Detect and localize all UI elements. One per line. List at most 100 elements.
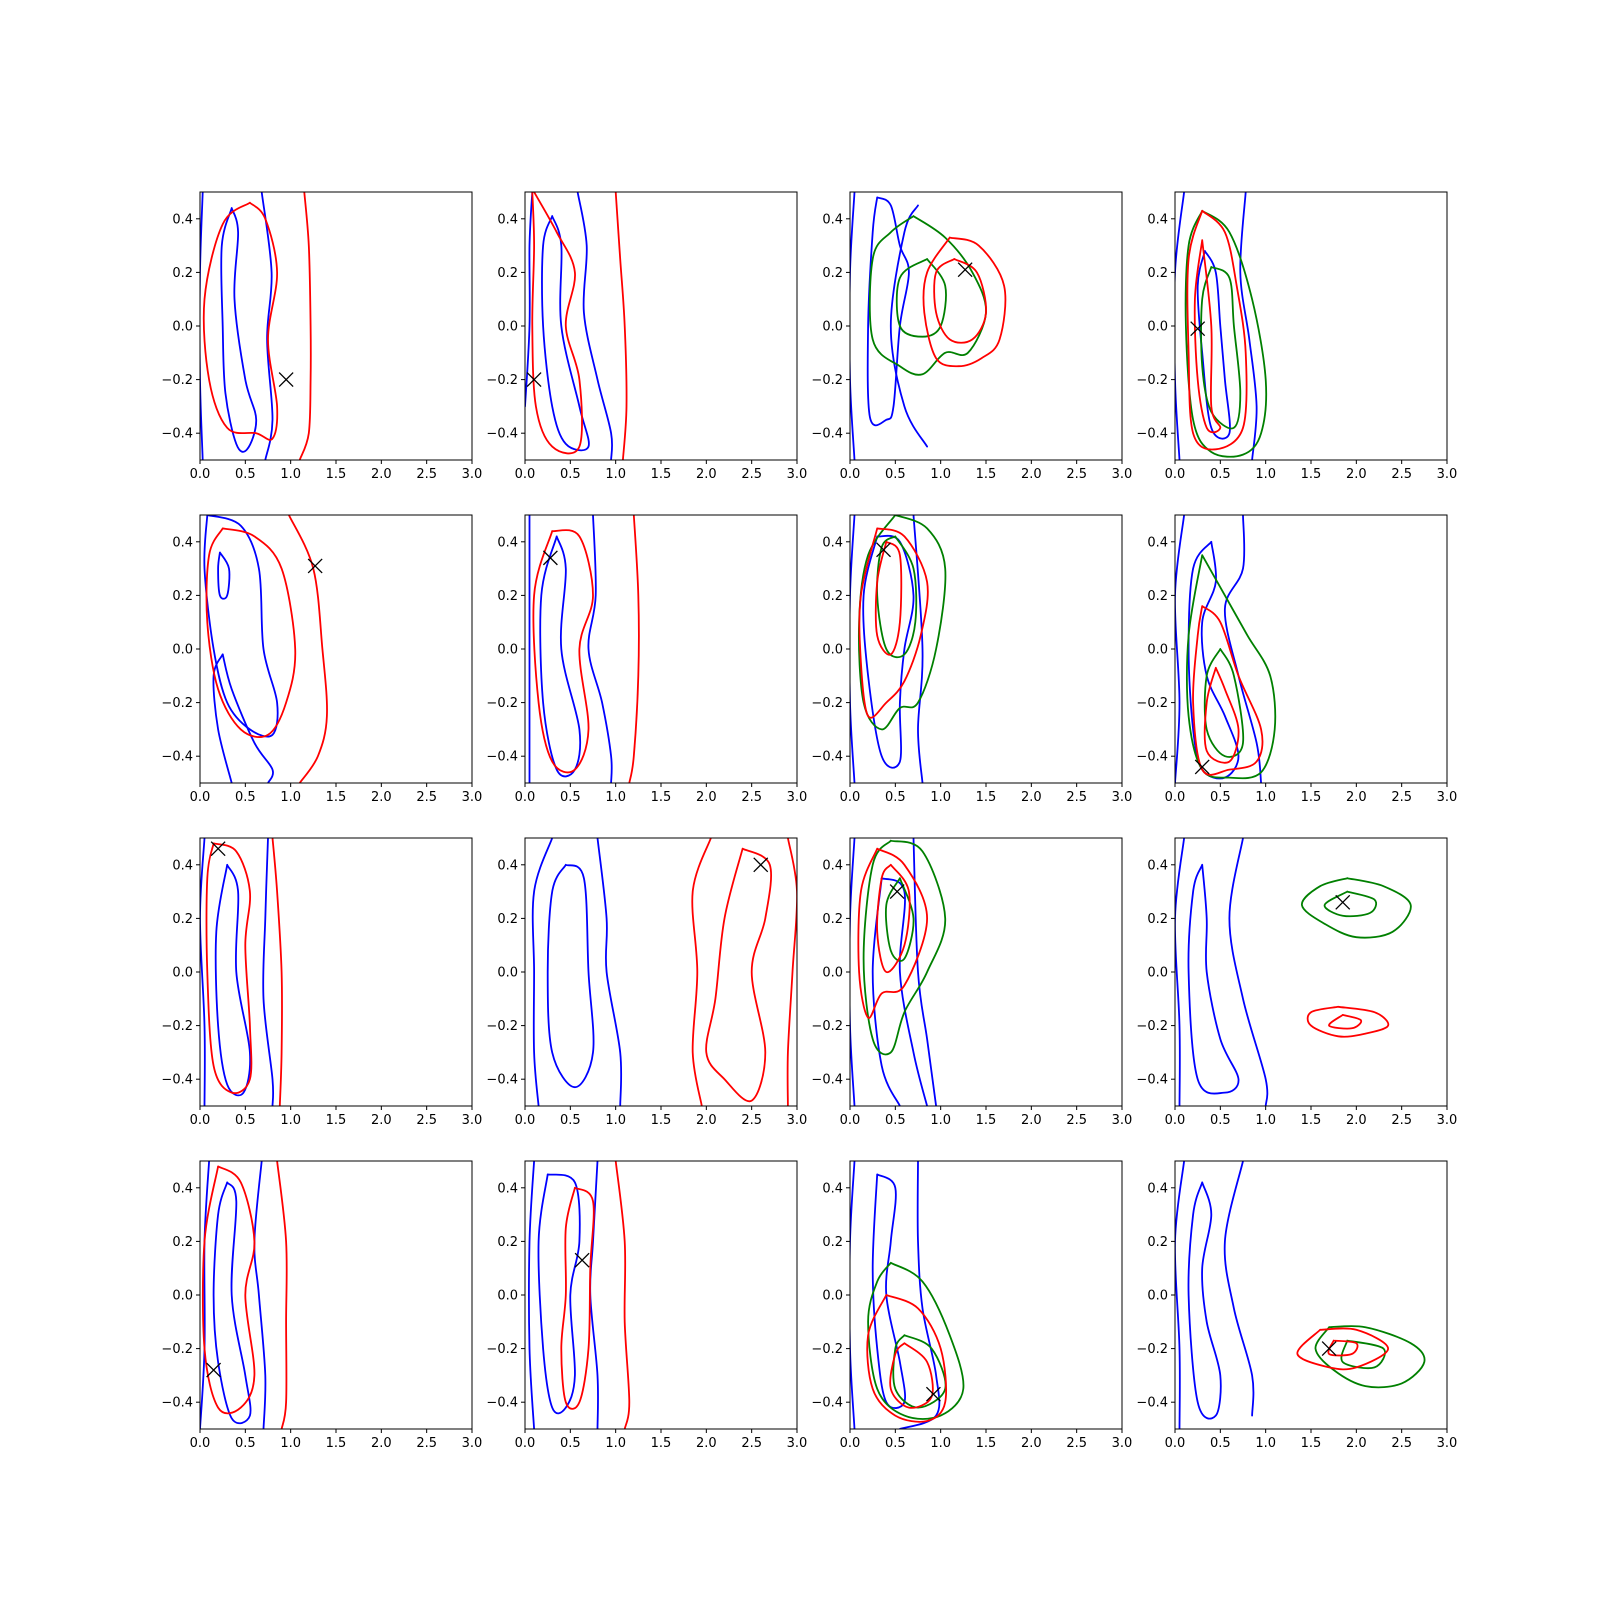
blue-contour-3 (539, 535, 582, 778)
x-marker (753, 857, 769, 873)
x-tick-label: 0.5 (235, 1113, 256, 1128)
red-contour-4 (532, 529, 594, 774)
contour-group (200, 192, 312, 460)
contour-group (1175, 192, 1268, 460)
x-tick-label: 1.5 (976, 1113, 997, 1128)
x-tick-label: 1.0 (930, 1436, 951, 1451)
x-tick-label: 2.0 (1021, 1113, 1042, 1128)
green-contour-4 (1184, 209, 1268, 458)
y-tick-label: 0.2 (497, 912, 518, 927)
green-contour-4 (1185, 554, 1277, 780)
contour-group (200, 1161, 288, 1429)
x-marker (526, 372, 542, 388)
y-tick-label: 0.4 (822, 212, 843, 227)
subplot-r1-c2: 0.0 0.5 1.0 1.5 2.0 2.5 3.0 −0.4 −0.2 0.0 0.2 0.4 (486, 191, 807, 482)
y-tick-label: −0.2 (486, 696, 518, 711)
blue-contour-3 (1223, 1161, 1255, 1417)
red-contour-8 (876, 863, 911, 973)
x-tick-label: 0.5 (235, 467, 256, 482)
red-contour-4 (531, 192, 583, 455)
x-marker (876, 542, 892, 558)
y-tick-label: 0.2 (822, 589, 843, 604)
blue-contour-1 (200, 838, 206, 1106)
red-contour-6 (288, 515, 328, 783)
y-tick-label: 0.0 (1147, 643, 1168, 658)
y-tick-label: −0.2 (811, 1342, 843, 1357)
blue-contour-3 (1223, 515, 1262, 783)
y-tick-label: 0.0 (822, 1289, 843, 1304)
y-tick-label: 0.2 (822, 912, 843, 927)
blue-contour-2 (260, 192, 274, 460)
axes-frame (1174, 837, 1448, 1107)
axes-frame (849, 837, 1123, 1107)
x-tick-label: 0.0 (840, 790, 861, 805)
y-tick-label: 0.4 (1147, 212, 1168, 227)
y-tick-label: −0.2 (811, 1019, 843, 1034)
blue-contour-1 (528, 1161, 535, 1429)
y-tick-label: −0.2 (161, 373, 193, 388)
x-marker (210, 841, 226, 857)
blue-contour-1 (1175, 838, 1185, 1106)
x-tick-label: 1.5 (1301, 1113, 1322, 1128)
y-tick-label: 0.0 (172, 320, 193, 335)
x-tick-label: 1.0 (280, 467, 301, 482)
x-tick-label: 3.0 (1112, 1113, 1133, 1128)
contour-group (203, 515, 328, 783)
y-tick-label: 0.0 (497, 1289, 518, 1304)
y-tick-label: −0.2 (486, 1342, 518, 1357)
y-tick-label: −0.2 (161, 696, 193, 711)
y-tick-label: 0.2 (497, 589, 518, 604)
blue-contour-2 (1187, 863, 1240, 1095)
y-tick-label: −0.2 (486, 373, 518, 388)
red-contour-7 (889, 1342, 934, 1409)
y-tick-label: −0.4 (486, 750, 518, 765)
x-tick-label: 0.5 (1210, 467, 1231, 482)
blue-contour-1 (850, 192, 856, 460)
green-contour-4 (868, 215, 987, 376)
x-tick-label: 1.0 (930, 1113, 951, 1128)
x-tick-label: 3.0 (787, 1436, 808, 1451)
y-tick-label: −0.4 (811, 427, 843, 442)
x-tick-label: 2.0 (1021, 467, 1042, 482)
contour-group (528, 515, 640, 783)
red-contour-7 (933, 258, 987, 344)
y-tick-label: 0.4 (172, 212, 193, 227)
red-contour-7 (857, 847, 928, 1019)
x-marker (1321, 1341, 1337, 1357)
contour-group (525, 192, 628, 460)
blue-contour-3 (212, 1181, 252, 1425)
x-tick-label: 2.0 (696, 790, 717, 805)
red-contour-6 (1186, 209, 1248, 451)
red-contour-5 (298, 192, 312, 460)
x-tick-label: 0.5 (1210, 790, 1231, 805)
x-tick-label: 2.5 (416, 1436, 437, 1451)
x-tick-label: 0.5 (235, 790, 256, 805)
x-tick-label: 2.5 (1066, 467, 1087, 482)
x-tick-label: 3.0 (1437, 790, 1458, 805)
x-tick-label: 0.5 (560, 790, 581, 805)
x-tick-label: 3.0 (1437, 1113, 1458, 1128)
green-contour-4 (1314, 1325, 1426, 1389)
red-contour-7 (874, 540, 903, 656)
x-tick-label: 0.5 (560, 1113, 581, 1128)
green-contour-4 (1301, 877, 1412, 939)
green-contour-5 (1200, 266, 1242, 430)
subplot-r2-c2: 0.0 0.5 1.0 1.5 2.0 2.5 3.0 −0.4 −0.2 0.0 0.2 0.4 (486, 514, 807, 805)
blue-contour-2 (866, 196, 910, 427)
y-tick-label: 0.4 (497, 535, 518, 550)
y-tick-label: 0.0 (497, 320, 518, 335)
x-tick-label: 2.0 (371, 467, 392, 482)
y-tick-label: 0.2 (1147, 589, 1168, 604)
blue-contour-2 (587, 515, 613, 783)
x-marker (542, 550, 558, 566)
x-tick-label: 2.5 (1066, 1113, 1087, 1128)
red-contour-7 (1203, 666, 1240, 764)
x-tick-label: 2.0 (1346, 467, 1367, 482)
subplot-r4-c2: 0.0 0.5 1.0 1.5 2.0 2.5 3.0 −0.4 −0.2 0.0 0.2 0.4 (486, 1160, 808, 1451)
x-tick-label: 3.0 (1437, 1436, 1458, 1451)
subplot-r2-c1: 0.0 0.5 1.0 1.5 2.0 2.5 3.0 −0.4 −0.2 0.0 0.2 0.4 (161, 514, 482, 805)
contour-group (850, 515, 947, 783)
axes-frame (199, 191, 473, 461)
y-tick-label: 0.4 (1147, 1181, 1168, 1196)
